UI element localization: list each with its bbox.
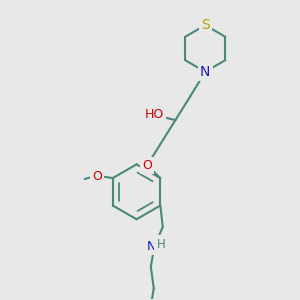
Text: O: O [142,159,152,172]
Text: H: H [157,238,165,250]
Text: HO: HO [144,108,164,121]
Text: N: N [147,240,156,253]
Text: N: N [200,65,210,79]
Text: O: O [92,170,102,183]
Text: S: S [201,18,210,32]
